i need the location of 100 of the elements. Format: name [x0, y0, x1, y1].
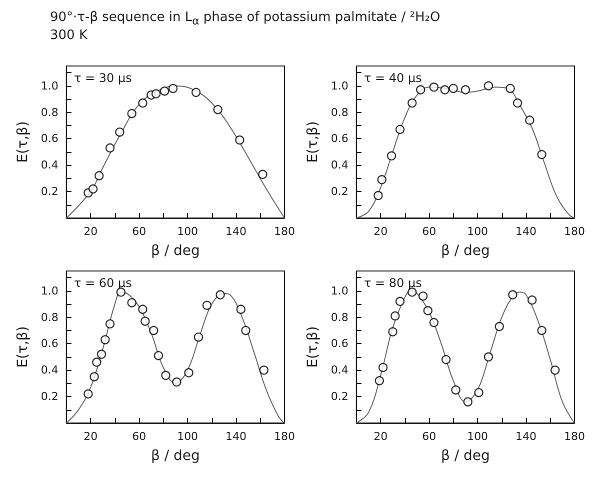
x-tick-label: 180: [274, 225, 295, 238]
point: [235, 135, 244, 145]
x-tick-label: 100: [467, 430, 488, 443]
point: [127, 298, 136, 308]
y-axis-title: E(τ,β): [305, 326, 321, 368]
point: [127, 108, 136, 118]
point: [168, 84, 178, 94]
point: [494, 322, 504, 332]
point: [408, 98, 417, 108]
point: [236, 304, 246, 314]
annotation: τ = 30 μs: [74, 71, 132, 85]
annotation: τ = 40 μs: [364, 71, 422, 85]
point: [216, 290, 225, 300]
x-tick-label: 180: [564, 225, 585, 238]
point: [258, 170, 268, 179]
x-tick-label: 20: [84, 430, 98, 443]
point: [528, 295, 537, 305]
y-tick-label: 0.4: [330, 364, 348, 377]
x-tick-label: 20: [84, 225, 98, 238]
x-tick-label: 140: [226, 225, 247, 238]
x-axis-title: β / deg: [150, 243, 200, 259]
point: [474, 388, 484, 398]
point: [105, 319, 115, 328]
y-axis-title: E(τ,β): [15, 121, 31, 163]
point: [537, 150, 546, 160]
point: [84, 389, 93, 399]
point: [194, 332, 204, 342]
point: [202, 300, 212, 310]
point: [390, 311, 400, 321]
y-tick-label: 0.6: [40, 132, 58, 146]
point: [429, 318, 439, 328]
point: [191, 88, 201, 98]
point: [388, 327, 398, 336]
x-tick-label: 60: [132, 430, 146, 443]
x-tick-label: 60: [422, 225, 436, 238]
point: [184, 368, 194, 378]
y-tick-label: 1.0: [330, 284, 348, 298]
x-tick-label: 60: [422, 430, 436, 443]
y-axis-title: E(τ,β): [15, 326, 31, 368]
y-tick-label: 0.4: [40, 364, 58, 377]
point: [416, 85, 426, 94]
chart-subtitle: 300 K: [50, 28, 88, 43]
point: [138, 304, 148, 314]
point: [484, 352, 494, 362]
point: [100, 335, 110, 344]
y-tick-label: 0.8: [330, 310, 348, 324]
x-tick-label: 140: [516, 225, 537, 238]
x-tick-label: 140: [226, 430, 247, 443]
point: [395, 124, 405, 134]
x-tick-label: 100: [467, 225, 488, 238]
x-tick-label: 140: [516, 430, 537, 443]
point: [94, 171, 104, 180]
point: [151, 89, 161, 98]
annotation: τ = 60 μs: [74, 276, 132, 290]
point: [213, 105, 222, 114]
y-tick-label: 1.0: [330, 79, 348, 92]
y-tick-label: 0.4: [330, 158, 348, 172]
x-tick-label: 20: [374, 225, 388, 238]
y-tick-label: 0.2: [40, 185, 58, 198]
point: [241, 326, 250, 336]
y-tick-label: 0.2: [330, 185, 348, 198]
y-tick-label: 0.8: [40, 310, 58, 324]
point: [138, 98, 148, 108]
point: [451, 385, 460, 395]
point: [418, 292, 428, 301]
x-tick-label: 100: [177, 430, 198, 443]
point: [512, 98, 522, 108]
x-tick-label: 20: [374, 430, 388, 443]
point: [537, 326, 546, 336]
y-tick-label: 0.6: [40, 337, 58, 350]
point: [463, 397, 472, 406]
point: [484, 81, 494, 90]
y-axis-title: E(τ,β): [305, 121, 321, 163]
point: [374, 190, 383, 200]
point: [386, 151, 396, 160]
y-tick-label: 0.4: [40, 158, 58, 172]
chart-title: 90°·τ-β sequence in L$_{α}$ phase of potassium palmitate / ²H₂O: [50, 10, 440, 28]
point: [460, 85, 470, 94]
point: [160, 86, 170, 96]
x-tick-label: 100: [177, 225, 198, 238]
y-tick-label: 0.6: [330, 337, 348, 350]
point: [105, 143, 115, 153]
point: [378, 362, 388, 372]
x-tick-label: 60: [132, 225, 146, 238]
point: [423, 306, 432, 316]
y-tick-label: 0.2: [40, 390, 58, 404]
point: [96, 350, 106, 359]
point: [441, 354, 451, 364]
y-tick-label: 0.2: [330, 390, 348, 404]
point: [440, 85, 450, 94]
x-axis-title: β / deg: [440, 448, 490, 464]
point: [154, 350, 164, 360]
point: [550, 366, 560, 375]
y-tick-label: 1.0: [40, 284, 58, 298]
point: [259, 366, 269, 375]
point: [149, 326, 158, 336]
point: [88, 184, 98, 194]
point: [374, 376, 384, 386]
y-tick-label: 0.8: [40, 106, 58, 119]
point: [161, 370, 170, 380]
